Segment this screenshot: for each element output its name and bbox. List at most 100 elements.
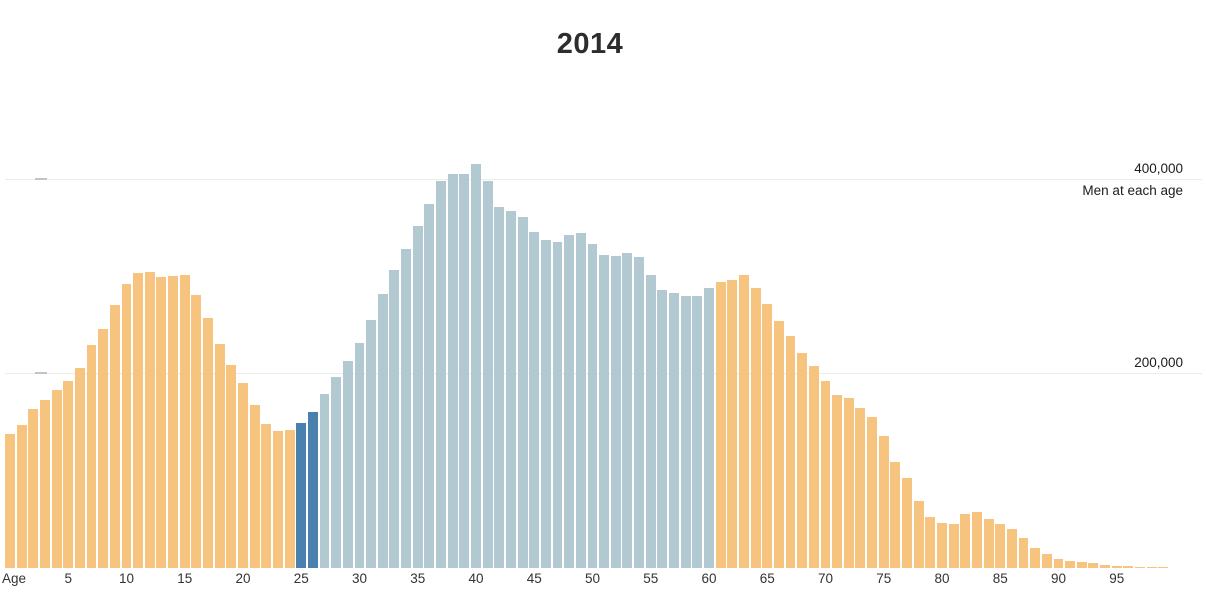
bar-age-53 xyxy=(622,253,633,568)
bar-age-79 xyxy=(925,517,936,568)
chart-title: 2014 xyxy=(556,28,624,60)
x-axis-tick-label-35: 35 xyxy=(410,571,426,586)
x-axis-tick-label-95: 95 xyxy=(1109,571,1125,586)
bar-age-94 xyxy=(1100,564,1111,568)
bar-age-19 xyxy=(226,365,237,568)
bar-age-42 xyxy=(494,206,505,568)
x-axis-tick-label-60: 60 xyxy=(701,571,717,586)
gridline-tick-mark xyxy=(35,178,47,180)
bar-age-74 xyxy=(867,417,878,568)
bar-age-4 xyxy=(51,390,62,568)
bar-age-71 xyxy=(832,395,843,568)
x-axis-origin-label: Age xyxy=(2,571,27,586)
bar-age-21 xyxy=(249,405,260,568)
gridline-tick-mark xyxy=(35,372,47,374)
bar-age-17 xyxy=(203,318,213,568)
bar-age-89 xyxy=(1041,554,1052,568)
bar-age-18 xyxy=(214,344,225,568)
x-axis-tick-label-80: 80 xyxy=(934,571,950,586)
bar-age-37 xyxy=(436,181,446,568)
bar-age-45 xyxy=(529,232,540,568)
x-axis-tick-label-25: 25 xyxy=(293,571,309,586)
x-axis-tick-label-65: 65 xyxy=(759,571,775,586)
bar-age-59 xyxy=(692,296,703,568)
y-axis-label-200000: 200,000 xyxy=(1134,355,1183,370)
bar-age-88 xyxy=(1030,548,1041,568)
bar-age-68 xyxy=(797,353,808,568)
x-axis-tick-label-85: 85 xyxy=(992,571,1008,586)
bar-age-23 xyxy=(272,430,283,568)
x-axis-tick-label-70: 70 xyxy=(817,571,833,586)
bar-age-62 xyxy=(727,279,738,568)
x-axis-tick-label-40: 40 xyxy=(468,571,484,586)
bar-age-35 xyxy=(412,225,423,568)
bar-age-25 xyxy=(296,422,307,568)
bar-age-1 xyxy=(16,425,27,568)
bar-age-7 xyxy=(86,345,97,568)
bar-age-3 xyxy=(39,400,50,568)
bar-age-82 xyxy=(960,514,971,568)
bar-age-36 xyxy=(424,204,435,568)
bar-age-28 xyxy=(331,376,342,568)
x-axis-tick-label-5: 5 xyxy=(64,571,72,586)
bar-age-92 xyxy=(1076,562,1087,568)
bar-age-76 xyxy=(890,461,901,568)
bar-age-51 xyxy=(599,254,610,568)
bar-age-31 xyxy=(366,320,377,568)
bar-age-8 xyxy=(98,328,109,568)
bar-age-44 xyxy=(517,217,528,568)
bar-age-10 xyxy=(121,284,132,568)
bar-age-64 xyxy=(750,288,761,568)
bar-age-66 xyxy=(773,321,784,568)
bar-age-48 xyxy=(564,234,575,568)
bar-age-6 xyxy=(74,367,85,568)
bar-age-55 xyxy=(645,275,656,568)
bar-age-47 xyxy=(552,241,563,568)
bar-age-50 xyxy=(587,243,598,568)
bar-age-5 xyxy=(63,381,74,568)
bar-age-40 xyxy=(471,163,481,568)
bar-age-22 xyxy=(261,423,272,568)
bar-age-73 xyxy=(855,407,866,568)
bar-age-65 xyxy=(762,303,773,568)
bar-age-98 xyxy=(1146,566,1157,568)
bar-age-90 xyxy=(1053,559,1064,568)
bar-age-86 xyxy=(1006,529,1017,568)
bar-age-16 xyxy=(191,295,202,568)
x-axis-tick-label-50: 50 xyxy=(584,571,600,586)
x-axis-tick-label-20: 20 xyxy=(235,571,251,586)
bar-age-32 xyxy=(377,294,388,568)
bar-age-91 xyxy=(1065,561,1076,568)
bar-age-39 xyxy=(459,173,470,568)
bar-age-0 xyxy=(5,434,15,568)
bar-age-14 xyxy=(168,276,179,568)
bar-age-60 xyxy=(704,288,714,568)
bar-age-20 xyxy=(238,383,248,568)
bar-age-85 xyxy=(995,523,1006,568)
bar-age-96 xyxy=(1123,566,1134,568)
bar-age-33 xyxy=(389,270,400,568)
bar-age-54 xyxy=(634,256,645,568)
bar-age-78 xyxy=(913,500,924,568)
y-axis-label-400000: 400,000 xyxy=(1134,161,1183,176)
bar-age-56 xyxy=(657,290,668,568)
bar-age-41 xyxy=(482,181,493,568)
bar-age-80 xyxy=(937,522,947,568)
bar-age-63 xyxy=(738,275,749,568)
bar-age-93 xyxy=(1088,563,1099,568)
bar-age-69 xyxy=(808,366,819,568)
bar-age-99 xyxy=(1158,566,1169,568)
bar-age-29 xyxy=(342,360,353,568)
bar-age-95 xyxy=(1111,565,1122,568)
bar-age-11 xyxy=(133,273,144,568)
y-axis-sublabel-men-at-each-age: Men at each age xyxy=(1082,183,1183,198)
bar-age-30 xyxy=(354,342,365,568)
bar-age-57 xyxy=(669,293,679,568)
x-axis-tick-label-75: 75 xyxy=(876,571,892,586)
gridline-400000 xyxy=(5,178,1202,180)
bar-age-43 xyxy=(505,211,516,568)
bar-age-84 xyxy=(983,518,994,568)
bar-age-38 xyxy=(447,173,458,568)
bar-age-52 xyxy=(610,255,621,568)
